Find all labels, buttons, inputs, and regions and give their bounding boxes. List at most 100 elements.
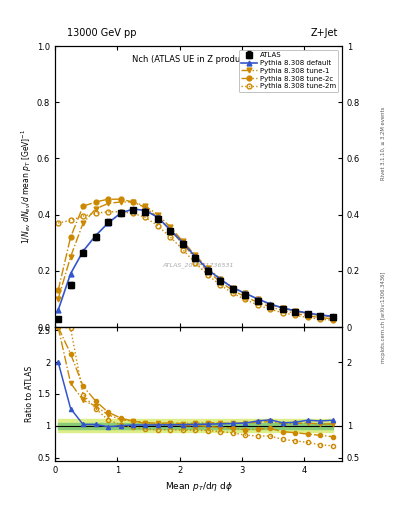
Pythia 8.308 tune-1 [218,275,223,282]
Pythia 8.308 tune-2m [156,223,160,229]
Pythia 8.308 tune-2m [218,282,223,288]
Pythia 8.308 tune-2m [206,272,210,278]
Line: Pythia 8.308 default: Pythia 8.308 default [56,207,335,319]
Pythia 8.308 tune-2m [305,314,310,321]
Pythia 8.308 default [330,313,335,319]
Pythia 8.308 tune-2m [56,220,61,226]
Pythia 8.308 tune-2c [243,293,248,300]
Pythia 8.308 tune-2m [243,296,248,303]
Pythia 8.308 tune-2c [106,196,110,202]
Pythia 8.308 default [56,307,61,313]
Pythia 8.308 tune-1 [106,200,110,206]
Pythia 8.308 tune-2c [56,287,61,293]
Pythia 8.308 tune-2m [180,247,185,253]
Pythia 8.308 tune-1 [180,238,185,244]
Pythia 8.308 tune-1 [255,296,260,303]
Pythia 8.308 tune-2c [193,255,198,261]
Pythia 8.308 tune-2c [280,307,285,313]
Pythia 8.308 tune-1 [130,199,135,205]
Pythia 8.308 tune-1 [193,252,198,259]
Pythia 8.308 default [318,312,322,318]
Pythia 8.308 tune-2m [81,213,85,219]
Y-axis label: $1/N_{ev}$ $dN_{ev}/d$ mean $p_T$ [GeV]$^{-1}$: $1/N_{ev}$ $dN_{ev}/d$ mean $p_T$ [GeV]$… [20,129,34,244]
Line: Pythia 8.308 tune-1: Pythia 8.308 tune-1 [56,200,335,319]
Pythia 8.308 default [280,305,285,311]
Pythia 8.308 default [106,220,110,226]
Pythia 8.308 tune-2c [130,199,135,205]
Pythia 8.308 tune-1 [93,206,98,212]
Pythia 8.308 default [255,296,260,302]
Pythia 8.308 tune-1 [293,308,298,314]
Pythia 8.308 tune-2m [230,290,235,296]
Pythia 8.308 tune-1 [56,296,61,302]
Pythia 8.308 default [168,227,173,233]
Line: Pythia 8.308 tune-2c: Pythia 8.308 tune-2c [56,197,335,322]
Pythia 8.308 tune-2c [68,234,73,240]
Pythia 8.308 tune-2c [255,299,260,305]
Pythia 8.308 tune-2m [93,210,98,216]
Pythia 8.308 default [93,232,98,239]
Pythia 8.308 tune-1 [81,220,85,226]
Pythia 8.308 tune-2m [168,234,173,240]
Pythia 8.308 tune-2c [330,316,335,322]
Pythia 8.308 tune-2m [330,317,335,324]
Pythia 8.308 tune-2c [206,268,210,274]
Pythia 8.308 tune-2c [93,199,98,205]
Pythia 8.308 tune-1 [243,290,248,296]
Pythia 8.308 tune-2c [143,205,148,211]
Pythia 8.308 tune-1 [118,199,123,205]
Pythia 8.308 default [206,266,210,272]
Pythia 8.308 default [143,207,148,214]
Pythia 8.308 tune-2m [268,306,273,312]
Pythia 8.308 default [218,276,223,282]
Line: Pythia 8.308 tune-2m: Pythia 8.308 tune-2m [56,209,335,323]
Pythia 8.308 tune-2c [81,203,85,209]
Pythia 8.308 tune-1 [168,224,173,230]
X-axis label: Mean $p_T$/d$\eta$ d$\phi$: Mean $p_T$/d$\eta$ d$\phi$ [165,480,232,493]
Pythia 8.308 tune-1 [318,312,322,318]
Pythia 8.308 tune-2c [305,313,310,319]
Pythia 8.308 tune-2m [293,312,298,318]
Pythia 8.308 tune-1 [330,314,335,320]
Pythia 8.308 tune-2c [156,215,160,221]
Pythia 8.308 tune-2m [118,209,123,215]
Pythia 8.308 default [268,301,273,307]
Pythia 8.308 tune-2c [168,227,173,233]
Pythia 8.308 default [180,240,185,246]
Pythia 8.308 tune-2m [68,217,73,223]
Pythia 8.308 tune-2m [280,310,285,316]
Pythia 8.308 tune-2c [318,314,322,321]
Pythia 8.308 tune-2c [293,310,298,316]
Text: Nch (ATLAS UE in Z production): Nch (ATLAS UE in Z production) [132,54,264,63]
Pythia 8.308 tune-2c [118,196,123,202]
Pythia 8.308 default [293,308,298,314]
Pythia 8.308 tune-1 [206,265,210,271]
Pythia 8.308 default [68,270,73,276]
Text: Rivet 3.1.10, ≥ 3.2M events: Rivet 3.1.10, ≥ 3.2M events [381,106,386,180]
Pythia 8.308 default [230,285,235,291]
Pythia 8.308 default [193,254,198,260]
Pythia 8.308 default [305,310,310,316]
Pythia 8.308 tune-1 [305,310,310,316]
Pythia 8.308 tune-2m [318,316,322,322]
Pythia 8.308 tune-2m [143,215,148,221]
Pythia 8.308 default [130,206,135,212]
Text: 13000 GeV pp: 13000 GeV pp [67,28,136,38]
Pythia 8.308 tune-1 [230,285,235,291]
Pythia 8.308 tune-2c [230,287,235,293]
Text: Z+Jet: Z+Jet [310,28,338,38]
Pythia 8.308 tune-2c [268,304,273,310]
Pythia 8.308 default [81,248,85,254]
Pythia 8.308 tune-1 [68,254,73,260]
Text: ATLAS_2019_I1736531: ATLAS_2019_I1736531 [163,262,234,268]
Pythia 8.308 tune-2c [218,279,223,285]
Pythia 8.308 default [243,290,248,296]
Pythia 8.308 tune-1 [143,203,148,209]
Pythia 8.308 default [156,215,160,221]
Legend: ATLAS, Pythia 8.308 default, Pythia 8.308 tune-1, Pythia 8.308 tune-2c, Pythia 8: ATLAS, Pythia 8.308 default, Pythia 8.30… [239,50,338,92]
Pythia 8.308 tune-2c [180,241,185,247]
Pythia 8.308 tune-2m [255,302,260,308]
Text: mcplots.cern.ch [arXiv:1306.3436]: mcplots.cern.ch [arXiv:1306.3436] [381,272,386,363]
Y-axis label: Ratio to ATLAS: Ratio to ATLAS [25,366,34,422]
Pythia 8.308 tune-1 [268,302,273,308]
